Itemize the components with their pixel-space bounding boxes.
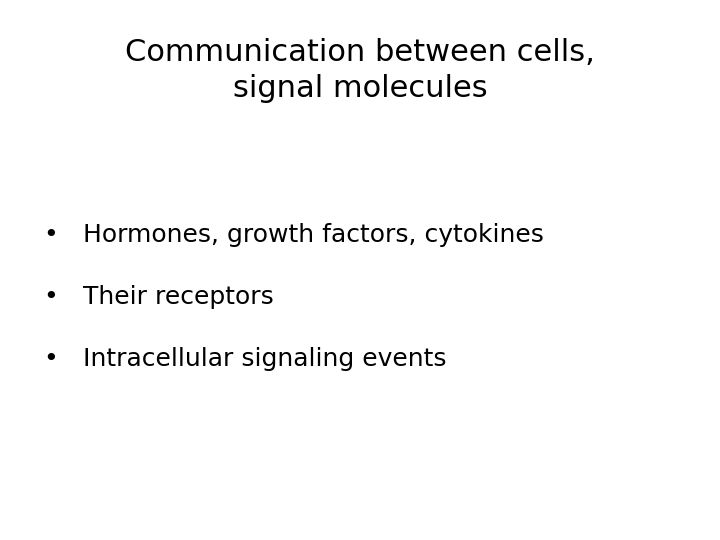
Text: Their receptors: Their receptors [83, 285, 274, 309]
Text: •: • [43, 223, 58, 247]
Text: Intracellular signaling events: Intracellular signaling events [83, 347, 446, 371]
Text: •: • [43, 347, 58, 371]
Text: •: • [43, 285, 58, 309]
Text: Hormones, growth factors, cytokines: Hormones, growth factors, cytokines [83, 223, 544, 247]
Text: Communication between cells,
signal molecules: Communication between cells, signal mole… [125, 38, 595, 103]
